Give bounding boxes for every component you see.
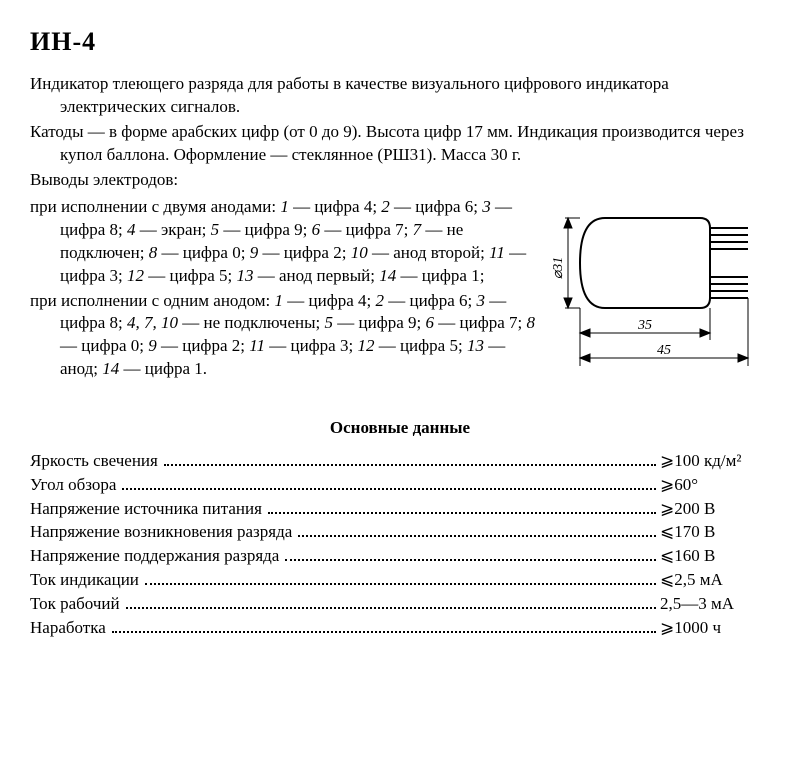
spec-label: Ток рабочий (30, 593, 120, 616)
spec-row: Ток индикации ⩽2,5 мА (30, 569, 770, 592)
spec-leader-dots (164, 453, 656, 465)
intro-p3: Выводы электродов: (30, 169, 770, 192)
pin-number: 8 (527, 313, 536, 332)
dim-diameter-label: ⌀31 (551, 257, 566, 279)
pin-number: 3 (482, 197, 491, 216)
spec-label: Напряжение поддержания разряда (30, 545, 279, 568)
spec-label: Наработка (30, 617, 106, 640)
pin-number: 3 (476, 291, 485, 310)
spec-leader-dots (122, 477, 656, 489)
spec-leader-dots (298, 525, 656, 537)
pin-number: 11 (489, 243, 505, 262)
tube-pins (710, 228, 748, 298)
spec-label: Напряжение источника питания (30, 498, 262, 521)
pin-number: 6 (312, 220, 321, 239)
specs-title: Основные данные (30, 417, 770, 440)
pin-number: 9 (148, 336, 157, 355)
pin-number: 14 (379, 266, 396, 285)
pin-number: 1 (275, 291, 284, 310)
pin-number: 1 (280, 197, 289, 216)
pin-number: 8 (149, 243, 158, 262)
pinout-one-anode: при исполнении с одним анодом: 1 — цифра… (30, 290, 536, 382)
spec-row: Ток рабочий 2,5—3 мА (30, 593, 770, 616)
pin-number: 4, 7, 10 (127, 313, 178, 332)
dim-diameter (564, 218, 580, 308)
spec-leader-dots (145, 573, 656, 585)
pin-number: 5 (325, 313, 334, 332)
tube-drawing: ⌀31 35 45 (550, 194, 770, 395)
intro-p2: Катоды — в форме арабских цифр (от 0 до … (30, 121, 770, 167)
specs-table: Яркость свечения ⩾100 кд/м² Угол обзора ⩾60… (30, 450, 770, 641)
pin-number: 10 (351, 243, 368, 262)
pinouts-block: при исполнении с двумя анодами: 1 — цифр… (30, 194, 536, 384)
spec-row: Напряжение возникновения разряда ⩽170 В (30, 521, 770, 544)
spec-row: Напряжение поддержания разряда ⩽160 В (30, 545, 770, 568)
spec-label: Угол обзора (30, 474, 116, 497)
spec-row: Яркость свечения ⩾100 кд/м² (30, 450, 770, 473)
pin-number: 12 (127, 266, 144, 285)
spec-leader-dots (126, 597, 656, 609)
spec-value: ⩽170 В (660, 521, 770, 544)
dim-body-length-label: 35 (637, 318, 652, 333)
spec-leader-dots (112, 621, 656, 633)
pin-number: 5 (211, 220, 220, 239)
pin-number: 9 (250, 243, 259, 262)
spec-value: 2,5—3 мА (660, 593, 770, 616)
intro-block: Индикатор тлеющего разряда для работы в … (30, 73, 770, 192)
spec-leader-dots (268, 501, 656, 513)
spec-value: ⩾100 кд/м² (660, 450, 770, 473)
pin-number: 2 (375, 291, 384, 310)
pin-number: 12 (357, 336, 374, 355)
pin-number: 11 (249, 336, 265, 355)
pinout-two-anode: при исполнении с двумя анодами: 1 — цифр… (30, 196, 536, 288)
spec-label: Напряжение возникновения разряда (30, 521, 292, 544)
pin-number: 14 (102, 359, 119, 378)
spec-label: Яркость свечения (30, 450, 158, 473)
spec-row: Угол обзора ⩾60° (30, 474, 770, 497)
page-title: ИН-4 (30, 24, 770, 59)
spec-label: Ток индикации (30, 569, 139, 592)
tube-outline (580, 218, 710, 308)
pin-number: 7 (413, 220, 422, 239)
dim-total-length-label: 45 (657, 343, 671, 358)
pin-number: 6 (426, 313, 435, 332)
spec-leader-dots (285, 549, 656, 561)
spec-row: Наработка ⩾1000 ч (30, 617, 770, 640)
pin-number: 13 (467, 336, 484, 355)
pin-number: 2 (381, 197, 390, 216)
spec-value: ⩽160 В (660, 545, 770, 568)
pin-number: 4 (127, 220, 136, 239)
spec-value: ⩽2,5 мА (660, 569, 770, 592)
pin-number: 13 (236, 266, 253, 285)
spec-row: Напряжение источника питания ⩾200 В (30, 498, 770, 521)
spec-value: ⩾60° (660, 474, 770, 497)
spec-value: ⩾200 В (660, 498, 770, 521)
spec-value: ⩾1000 ч (660, 617, 770, 640)
intro-p1: Индикатор тлеющего разряда для работы в … (30, 73, 770, 119)
